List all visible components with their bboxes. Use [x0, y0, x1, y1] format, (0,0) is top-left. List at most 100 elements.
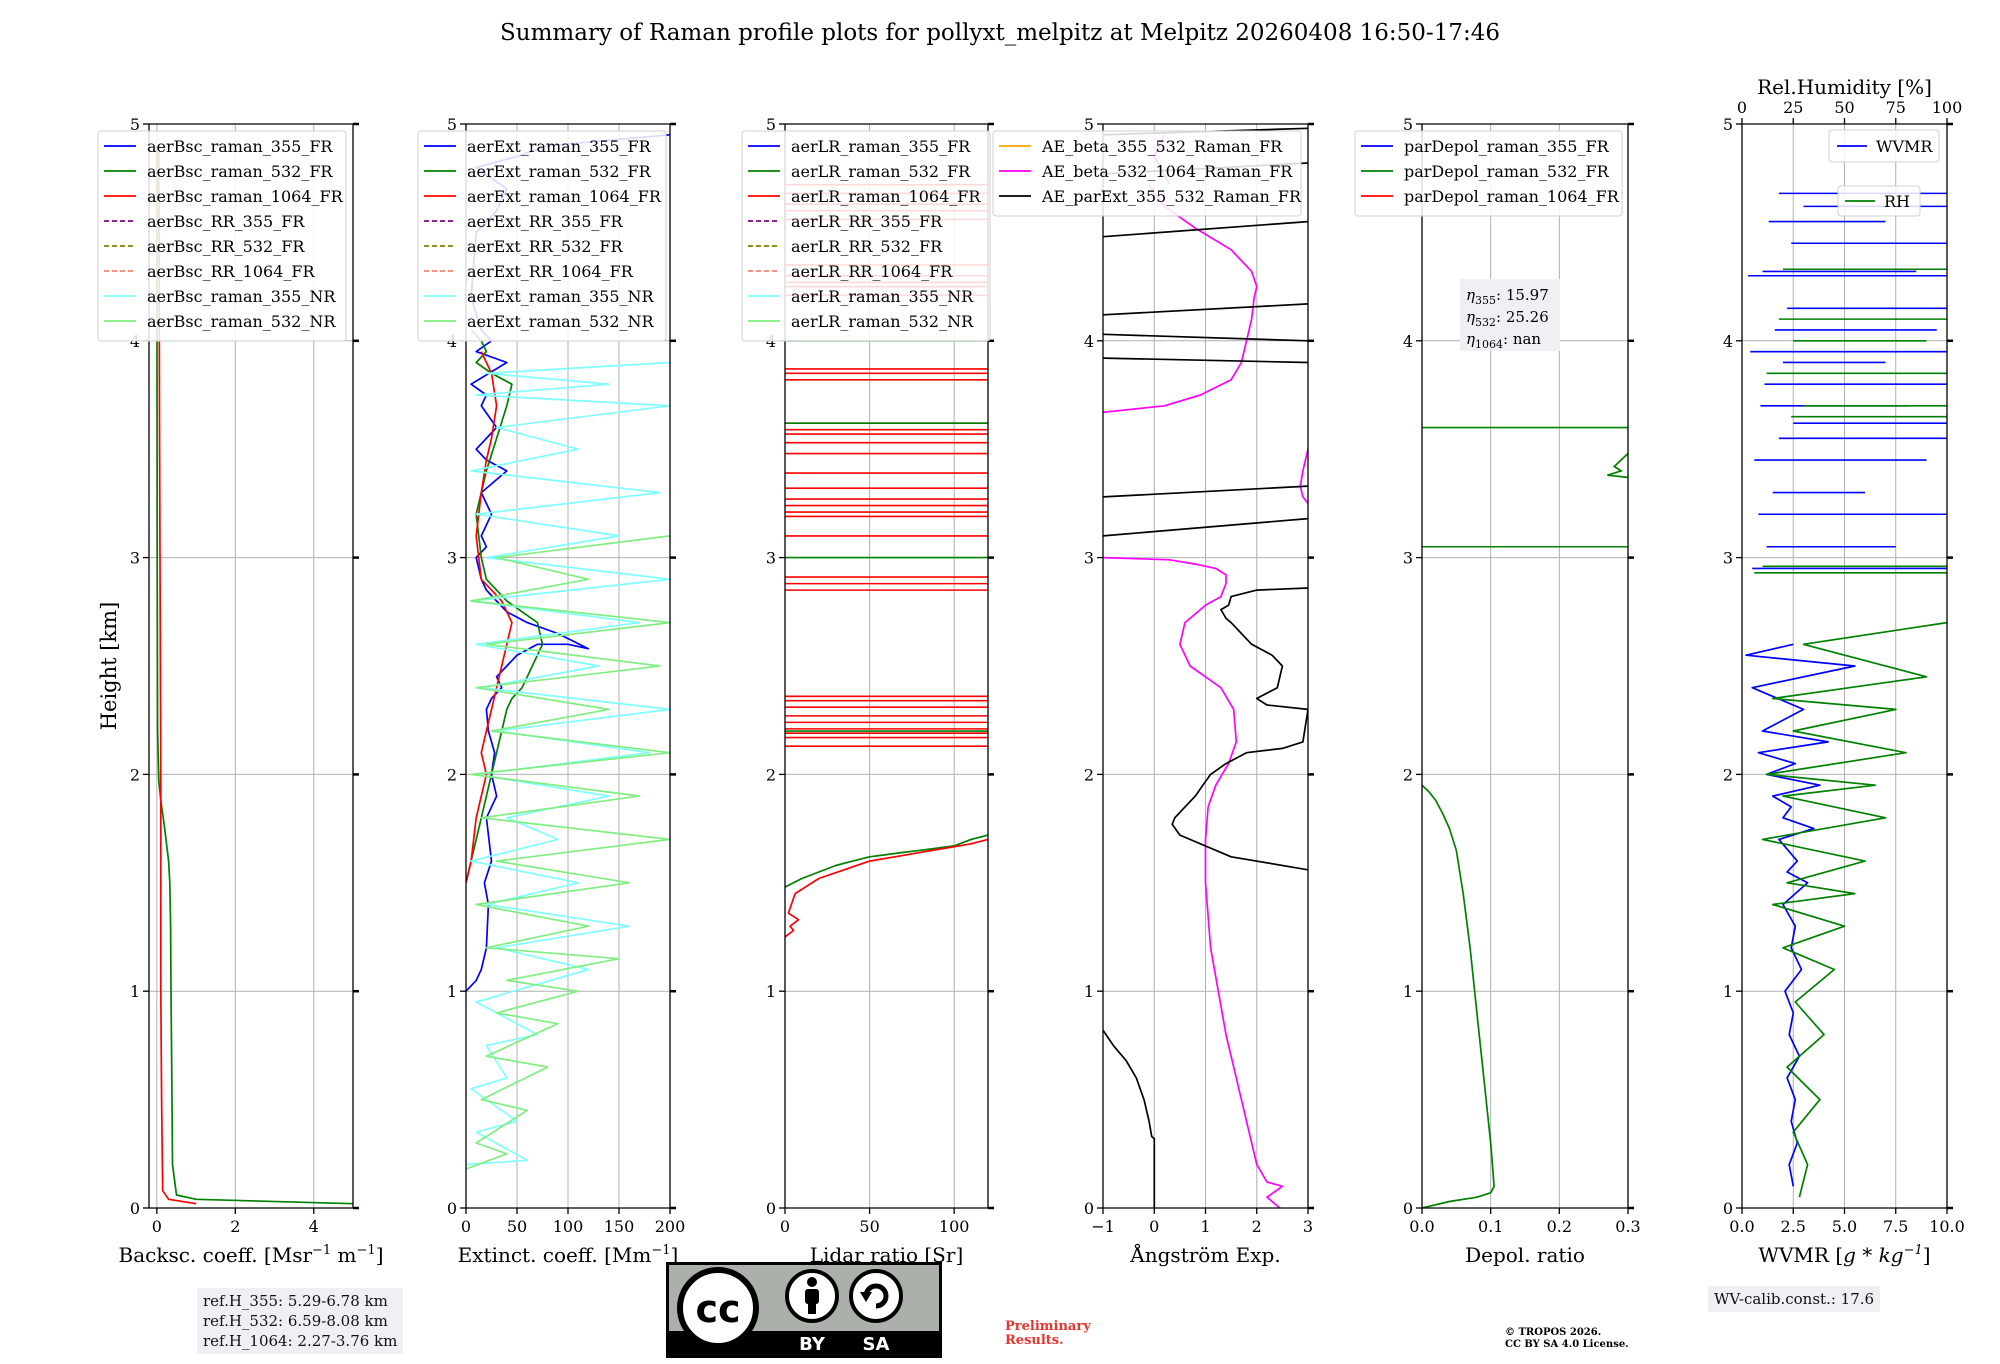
y-tick-label: 5: [1403, 115, 1413, 134]
series-aerLR_raman_532_FR: [785, 834, 988, 888]
y-tick-label: 2: [130, 765, 140, 784]
legend: aerBsc_raman_355_FR aerBsc_raman_532_FRae…: [97, 130, 347, 342]
legend-entry: aerLR_RR_355_FR: [791, 212, 943, 231]
series-aerExt_raman_355_NR: [466, 361, 670, 1166]
series-group: [1422, 426, 1628, 1208]
x-tick-label: −1: [1091, 1217, 1115, 1236]
cc-letters: cc: [695, 1287, 740, 1331]
legend: aerLR_raman_355_FR aerLR_raman_532_FR aerL…: [741, 130, 991, 342]
legend-entry: parDepol_raman_1064_FR: [1404, 187, 1620, 206]
x-axis-label: Depol. ratio: [1465, 1243, 1585, 1267]
series-aerExt_raman_532_FR: [466, 329, 544, 883]
legend: aerExt_raman_355_FR aerExt_raman_532_FRae…: [417, 130, 667, 342]
legend-entry: AE_beta_355_532_Raman_FR: [1041, 137, 1283, 156]
top-tick-label: 75: [1886, 98, 1906, 117]
legend-box: [992, 130, 1302, 217]
sa-label: SA: [863, 1334, 890, 1355]
y-axis-label: Height [km]: [97, 602, 121, 731]
y-tick-label: 1: [1723, 982, 1733, 1001]
y-tick-label: 3: [766, 549, 776, 568]
series-AE_parExt_355_532_Raman_FR_seg5: [1103, 303, 1308, 316]
y-tick-label: 2: [1403, 765, 1413, 784]
legend-box: [1354, 130, 1623, 217]
top-tick-label: 100: [1932, 98, 1963, 117]
y-tick-label: 4: [1084, 332, 1094, 351]
figure-title: Summary of Raman profile plots for polly…: [500, 20, 1500, 46]
legend-entry: aerExt_raman_532_FR: [467, 162, 652, 181]
x-tick-label: 2: [230, 1217, 240, 1236]
panel-2: 012345050100150200Extinct. coeff. [Mm−1]…: [417, 115, 685, 1267]
legend-entry: aerLR_raman_1064_FR: [791, 187, 981, 206]
legend-entry: aerExt_raman_532_NR: [467, 312, 655, 331]
top-tick-label: 0: [1737, 98, 1747, 117]
legend-box: [417, 130, 667, 342]
legend-rh: RH: [1837, 185, 1921, 217]
legend-entry: aerLR_raman_532_NR: [791, 312, 974, 331]
legend-entry: aerExt_raman_355_FR: [467, 137, 652, 156]
legend-entry: aerBsc_RR_1064_FR: [147, 262, 316, 281]
y-tick-label: 1: [766, 982, 776, 1001]
y-tick-label: 2: [447, 765, 457, 784]
x-tick-label: 0.0: [1729, 1217, 1754, 1236]
y-tick-label: 2: [1084, 765, 1094, 784]
series-aerBsc_raman_1064_FR: [157, 145, 197, 1205]
y-tick-label: 4: [1723, 332, 1733, 351]
x-axis-label: WVMR [g * kg−1]: [1758, 1243, 1930, 1267]
legend-entry: aerLR_raman_532_FR: [791, 162, 971, 181]
panel-3: 012345050100Lidar ratio [Sr]aerLR_raman_…: [741, 115, 994, 1267]
sa-icon: [849, 1269, 903, 1323]
x-tick-label: 50: [507, 1217, 527, 1236]
copyright-note: © TROPOS 2026. CC BY SA 4.0 License.: [1505, 1327, 1629, 1350]
cc-license-badge: cc BY SA: [666, 1262, 942, 1358]
x-tick-label: 4: [309, 1217, 319, 1236]
legend-entry: parDepol_raman_532_FR: [1404, 162, 1610, 181]
series-AE_parExt_355_532_Raman_FR_seg3: [1103, 357, 1308, 364]
y-tick-label: 1: [130, 982, 140, 1001]
series-aerExt_raman_532_NR: [466, 535, 670, 1170]
y-tick-label: 0: [1403, 1199, 1413, 1218]
series-group: [155, 145, 353, 1205]
x-tick-label: 7.5: [1883, 1217, 1908, 1236]
y-tick-label: 2: [1723, 765, 1733, 784]
legend-box: [1837, 185, 1921, 217]
y-tick-label: 3: [447, 549, 457, 568]
legend-entry: aerExt_RR_355_FR: [467, 212, 624, 231]
y-tick-label: 3: [1403, 549, 1413, 568]
y-tick-label: 4: [1403, 332, 1413, 351]
legend-entry: RH: [1884, 192, 1910, 211]
y-tick-label: 3: [1723, 549, 1733, 568]
eta-line: η1064: nan: [1466, 330, 1541, 351]
x-axis-label: Ångström Exp.: [1129, 1242, 1280, 1267]
legend-entry: aerBsc_raman_532_NR: [147, 312, 336, 331]
y-tick-label: 0: [1723, 1199, 1733, 1218]
x-tick-label: 5.0: [1832, 1217, 1857, 1236]
x-tick-label: 0: [1149, 1217, 1159, 1236]
y-tick-label: 0: [1084, 1199, 1094, 1218]
top-tick-label: 25: [1783, 98, 1803, 117]
y-tick-label: 5: [447, 115, 457, 134]
series-RH: [1761, 621, 1947, 1198]
x-tick-label: 50: [859, 1217, 879, 1236]
legend-entry: aerBsc_RR_532_FR: [147, 237, 305, 256]
y-tick-label: 2: [766, 765, 776, 784]
series-AE_parExt_355_532_Raman_FR: [1103, 1029, 1156, 1208]
x-tick-label: 0.0: [1409, 1217, 1434, 1236]
preliminary-note: Preliminary Results.: [1005, 1319, 1091, 1348]
legend-box: [1828, 129, 1940, 163]
legend-entry: parDepol_raman_355_FR: [1404, 137, 1610, 156]
x-tick-label: 0: [152, 1217, 162, 1236]
panel-5: 0 1 2 3 4 5 0.0 0.1 0.2 0.3 Depol. ratio parDepol_r…: [1354, 115, 1641, 1267]
series-AE_parExt_355_532_Raman_FR_seg2: [1103, 485, 1308, 498]
series-WVMR: [1745, 643, 1856, 1187]
legend-entry: aerBsc_raman_355_FR: [147, 137, 333, 156]
panel-6: 0 1 2 3 4 5 0.0 2.5 5.0 7.5 10.0 WVMR [g * kg−1] 0 25…: [1723, 75, 1965, 1267]
series-AE_parExt_355_532_Raman_FR_mid: [1171, 587, 1308, 871]
legend-entry: aerLR_raman_355_NR: [791, 287, 974, 306]
series-AE_beta_532_1064_Raman_FR: [1103, 556, 1284, 1208]
legend-box: [741, 130, 991, 342]
series-group: [1745, 192, 1947, 1198]
x-tick-label: 0.3: [1615, 1217, 1640, 1236]
